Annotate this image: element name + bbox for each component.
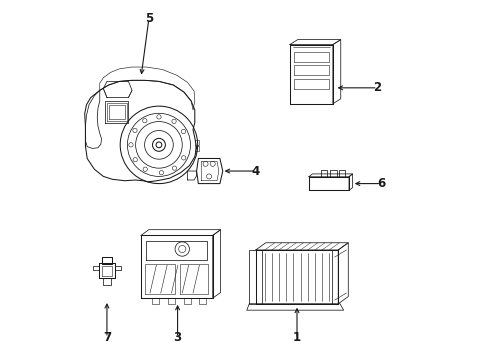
Text: 7: 7 xyxy=(103,331,111,344)
Text: 4: 4 xyxy=(252,165,260,177)
Text: 5: 5 xyxy=(145,12,153,25)
Text: 6: 6 xyxy=(377,177,386,190)
Text: 1: 1 xyxy=(293,331,301,344)
Text: 2: 2 xyxy=(373,81,382,94)
Text: 3: 3 xyxy=(173,331,182,344)
